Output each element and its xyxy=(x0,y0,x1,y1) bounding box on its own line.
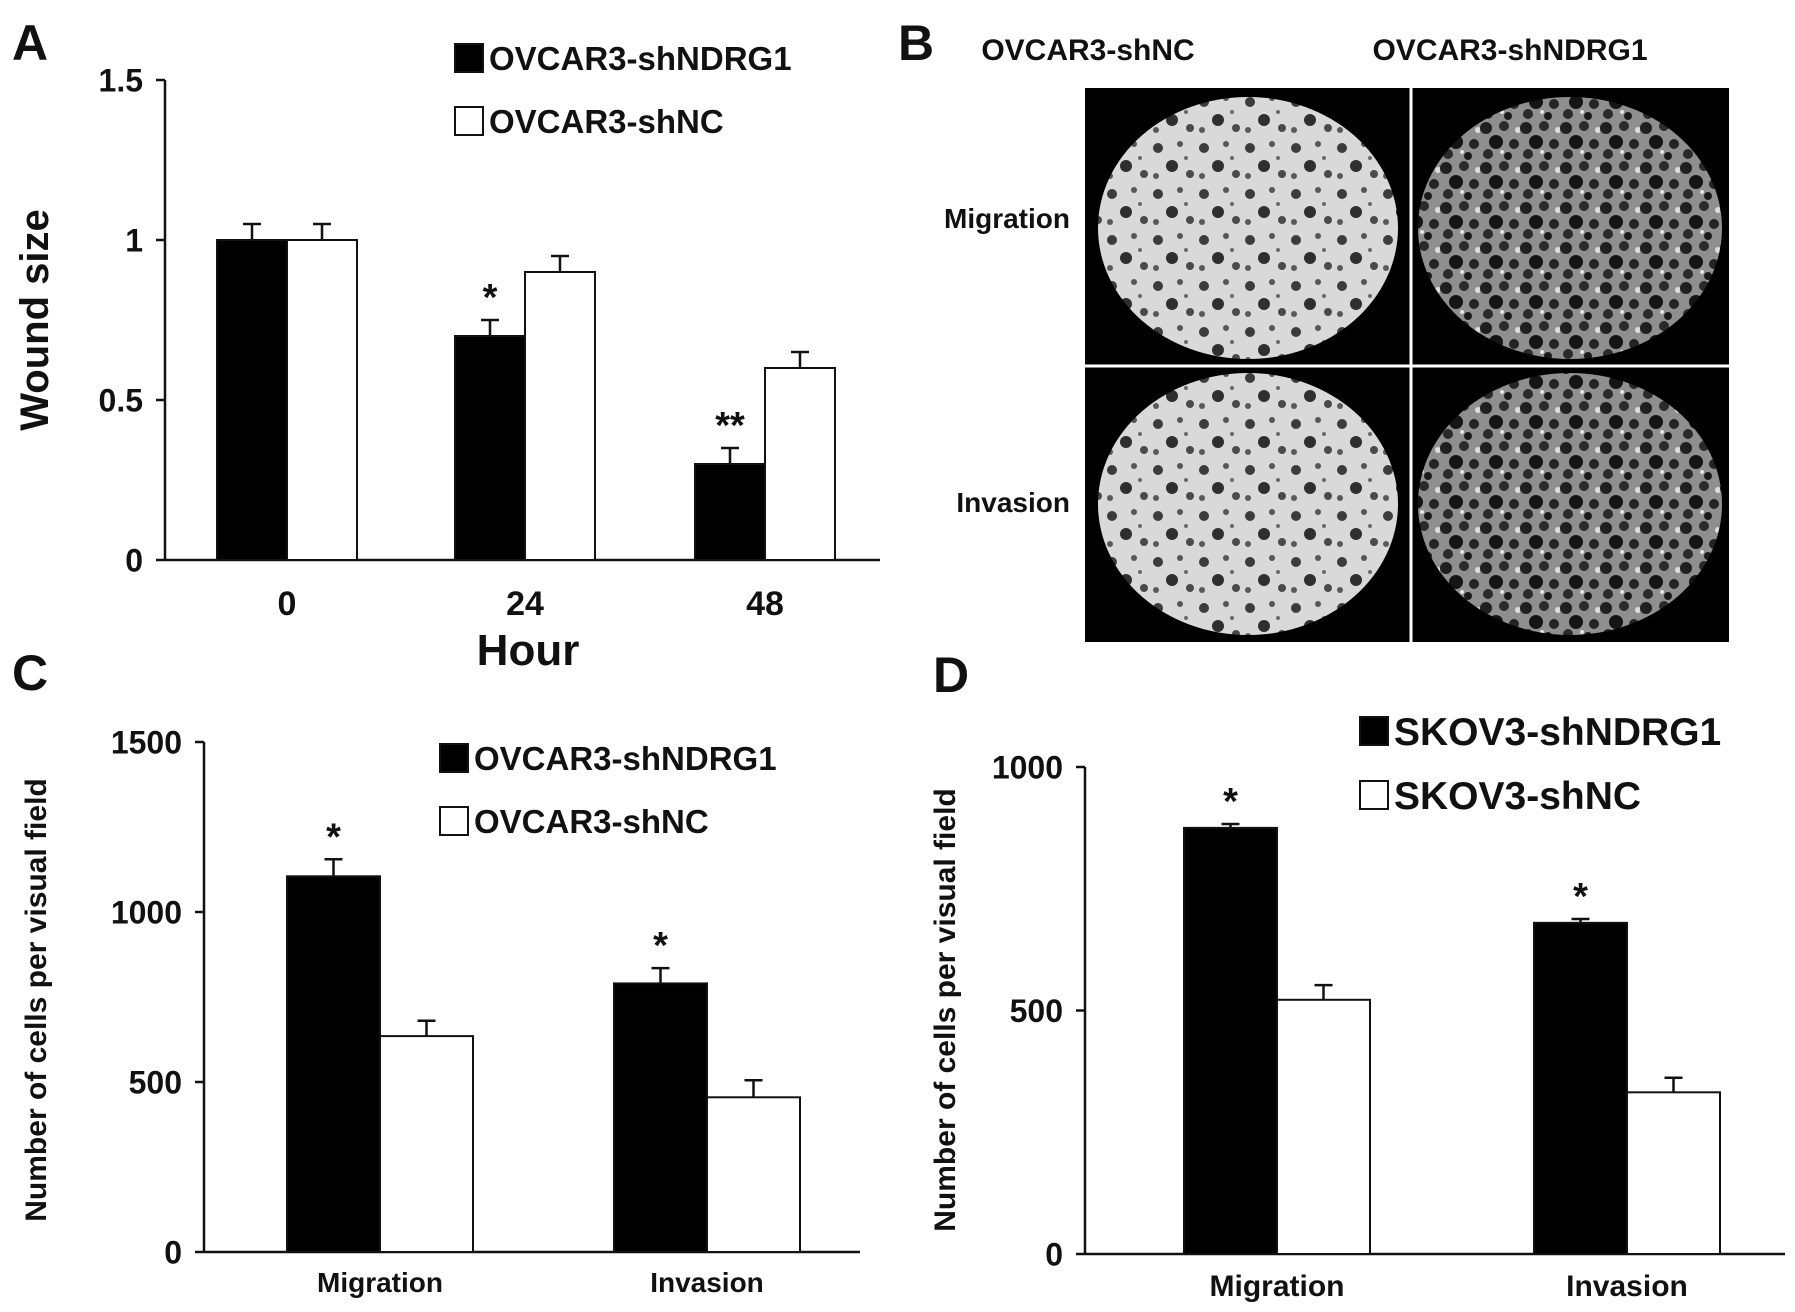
bar xyxy=(1276,998,1371,1256)
x-category-label: Invasion xyxy=(650,1267,764,1298)
micrograph-invasion-shndrg1 xyxy=(1418,373,1722,635)
x-category-label: Migration xyxy=(317,1267,443,1298)
y-tick-label: 1000 xyxy=(111,895,182,931)
bar xyxy=(1183,826,1278,1255)
significance-marker: * xyxy=(653,925,668,967)
micrograph-invasion-shnc xyxy=(1098,373,1398,635)
bar xyxy=(379,1035,474,1253)
legend-label: OVCAR3-shNC xyxy=(474,803,709,840)
x-category-label: Invasion xyxy=(1566,1270,1688,1303)
legend-label: SKOV3-shNC xyxy=(1394,775,1641,818)
panel-b-micrographs: OVCAR3-shNC OVCAR3-shNDRG1 Migration Inv… xyxy=(944,34,1729,642)
panel-letter-d: D xyxy=(933,647,969,703)
significance-marker: * xyxy=(1573,876,1588,918)
panel-letter-c: C xyxy=(12,645,48,701)
significance-marker: * xyxy=(483,277,498,319)
bar xyxy=(454,335,526,561)
legend-label: SKOV3-shNDRG1 xyxy=(1394,711,1721,754)
bar xyxy=(706,1096,801,1254)
x-category-label: 24 xyxy=(506,585,544,623)
micrograph-migration-shnc xyxy=(1098,97,1398,359)
bar xyxy=(286,239,358,561)
y-axis-title: Number of cells per visual field xyxy=(20,778,53,1221)
micrograph-row-label-migration: Migration xyxy=(944,203,1070,234)
x-axis-title: Hour xyxy=(477,626,580,675)
bar xyxy=(216,239,288,561)
legend-label: OVCAR3-shNDRG1 xyxy=(489,40,792,77)
significance-marker: * xyxy=(326,816,341,858)
bar xyxy=(764,367,836,561)
y-axis-title: Number of cells per visual field xyxy=(929,788,962,1231)
y-tick-label: 1 xyxy=(125,223,143,259)
y-tick-label: 1.5 xyxy=(99,63,143,99)
legend-swatch xyxy=(454,106,484,136)
y-tick-label: 0 xyxy=(1045,1237,1063,1273)
legend-swatch xyxy=(1359,780,1389,810)
bar xyxy=(286,875,381,1253)
bar xyxy=(694,463,766,561)
legend-swatch xyxy=(439,743,469,773)
legend-swatch xyxy=(439,806,469,836)
chart-d-skov3-cell-count: 0 500 1000 Number of cells per visual field… xyxy=(929,711,1785,1303)
y-tick-label: 0.5 xyxy=(99,383,143,419)
legend-label: OVCAR3-shNC xyxy=(489,103,724,140)
x-category-label: Migration xyxy=(1210,1270,1345,1303)
y-tick-label: 1000 xyxy=(992,750,1063,786)
y-tick-label: 500 xyxy=(129,1065,182,1101)
y-tick-label: 500 xyxy=(1010,993,1063,1029)
panel-letter-b: B xyxy=(898,15,934,71)
chart-c-ovcar3-cell-count: 0 500 1000 1500 Number of cells per visual f… xyxy=(20,725,860,1298)
bar xyxy=(1626,1091,1721,1256)
micrograph-column-label-shnc: OVCAR3-shNC xyxy=(981,34,1194,67)
micrograph-row-label-invasion: Invasion xyxy=(956,487,1070,518)
micrograph-column-label-shndrg1: OVCAR3-shNDRG1 xyxy=(1372,34,1647,67)
micrograph-migration-shndrg1 xyxy=(1418,97,1722,359)
x-category-label: 48 xyxy=(746,585,784,623)
legend-swatch xyxy=(454,43,484,73)
bar xyxy=(613,982,708,1254)
y-tick-label: 1500 xyxy=(111,725,182,761)
y-tick-label: 0 xyxy=(125,543,143,579)
bar xyxy=(1533,921,1628,1256)
y-axis-title: Wound size xyxy=(13,209,57,430)
x-category-label: 0 xyxy=(278,585,297,623)
significance-marker: * xyxy=(1223,781,1238,823)
bar xyxy=(524,271,596,561)
significance-marker: ** xyxy=(715,405,745,447)
panel-letter-a: A xyxy=(12,15,48,71)
legend-label: OVCAR3-shNDRG1 xyxy=(474,740,777,777)
legend-swatch xyxy=(1359,716,1389,746)
y-tick-label: 0 xyxy=(164,1235,182,1271)
